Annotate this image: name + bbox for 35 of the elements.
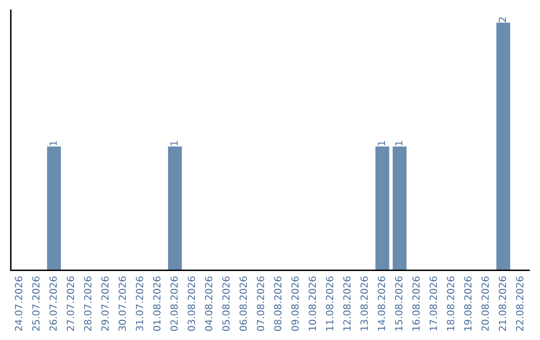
x-tick-label: 25.07.2026 [32, 276, 40, 331]
x-tick-label: 05.08.2026 [222, 276, 230, 331]
data-label: 1 [395, 141, 402, 146]
x-tick-label: 03.08.2026 [188, 276, 196, 331]
x-tick-label: 14.08.2026 [378, 276, 386, 330]
x-tick-label: 27.07.2026 [66, 276, 74, 331]
x-tick-label: 12.08.2026 [343, 276, 351, 330]
x-tick-label: 11.08.2026 [326, 276, 334, 330]
x-tick-label: 15.08.2026 [395, 276, 402, 330]
x-tick-label: 24.07.2026 [14, 276, 22, 331]
x-tick-label: 01.08.2026 [153, 276, 160, 331]
x-tick-label: 28.07.2026 [84, 276, 92, 331]
x-tick-label: 30.07.2026 [118, 276, 126, 331]
data-label: 1 [170, 141, 178, 146]
x-tick-label: 16.08.2026 [412, 276, 420, 330]
x-tick-label: 07.08.2026 [256, 276, 264, 331]
x-tick-label: 10.08.2026 [308, 276, 316, 330]
x-tick-label: 20.08.2026 [481, 276, 489, 331]
x-tick-label: 09.08.2026 [291, 276, 299, 331]
x-tick-label: 08.08.2026 [274, 276, 282, 331]
x-tick-label: 06.08.2026 [240, 276, 247, 331]
x-tick-label: 04.08.2026 [204, 276, 212, 331]
data-label: 1 [378, 141, 386, 146]
x-tick-label: 02.08.2026 [170, 276, 178, 331]
x-tick-label: 26.07.2026 [49, 276, 57, 331]
x-tick-label: 13.08.2026 [360, 276, 368, 330]
x-tick-label: 31.07.2026 [136, 276, 144, 331]
x-tick-label: 17.08.2026 [430, 276, 437, 330]
x-tick-label: 22.08.2026 [516, 276, 524, 331]
x-tick-label: 21.08.2026 [498, 276, 506, 331]
x-tick-label: 18.08.2026 [446, 276, 454, 330]
data-label: 2 [498, 17, 506, 22]
x-tick-label: 19.08.2026 [464, 276, 472, 330]
data-label: 1 [50, 141, 57, 146]
x-tick-label: 29.07.2026 [101, 276, 109, 331]
